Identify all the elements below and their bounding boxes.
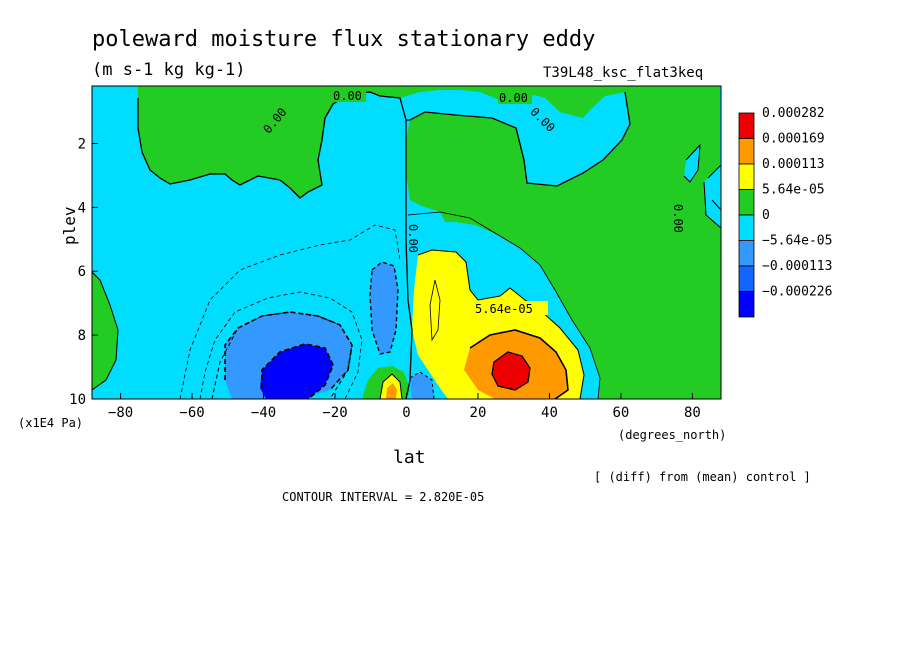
y-tick-label: 2 <box>78 136 86 152</box>
legend-label: −0.000226 <box>762 285 832 300</box>
contour-label: 0.00 <box>406 224 420 253</box>
x-tick-label: −80 <box>108 405 133 421</box>
legend-swatch <box>738 214 755 241</box>
x-axis: −80 −60 −40 −20 0 20 40 60 80 <box>108 393 701 421</box>
y-tick-label: 6 <box>78 264 86 280</box>
chart-units: (m s-1 kg kg-1) <box>92 60 246 80</box>
x-axis-label: lat <box>393 447 426 468</box>
legend-label: −0.000113 <box>762 259 832 274</box>
legend-swatch <box>738 291 755 318</box>
contour-label: 0.00 <box>499 91 528 105</box>
x-axis-units: (degrees_north) <box>618 428 726 442</box>
x-tick-label: 40 <box>541 405 558 421</box>
x-tick-label: 20 <box>470 405 487 421</box>
legend-label: 0.000169 <box>762 132 825 147</box>
region-negative-1-mid <box>370 262 398 354</box>
region-positive-equator-core <box>386 383 397 399</box>
contour-interval: CONTOUR INTERVAL = 2.820E-05 <box>282 490 484 504</box>
y-axis-units: (x1E4 Pa) <box>18 416 83 430</box>
chart-title: poleward moisture flux stationary eddy <box>92 27 595 52</box>
contour-lines <box>92 91 721 399</box>
x-tick-label: 60 <box>613 405 630 421</box>
x-tick-label: −40 <box>251 405 276 421</box>
legend-label: −5.64e-05 <box>762 234 832 249</box>
region-negative-1-equator <box>410 372 434 399</box>
legend-label: 0.000282 <box>762 106 825 121</box>
x-tick-label: −60 <box>179 405 204 421</box>
run-label: T39L48_ksc_flat3keq <box>543 65 703 81</box>
contour-label: 5.64e-05 <box>475 302 533 316</box>
region-positive-3 <box>492 352 530 390</box>
contour-label: 0.00 <box>333 89 362 103</box>
y-tick-label: 10 <box>69 392 86 408</box>
legend-swatch <box>738 163 755 190</box>
y-axis-label: plev <box>60 206 79 245</box>
legend-swatch <box>738 138 755 165</box>
region-positive-weak <box>138 86 721 399</box>
y-axis: 2 4 6 8 10 <box>69 136 98 408</box>
legend-swatch <box>738 112 755 139</box>
legend-swatch <box>738 189 755 216</box>
region-negative-2 <box>260 344 333 399</box>
y-tick-label: 4 <box>78 200 86 216</box>
footnote: [ (diff) from (mean) control ] <box>594 470 811 484</box>
plot-area: 0.00 0.00 0.00 0.00 0.00 0.00 5.64e-05 <box>91 85 722 400</box>
legend-label: 0 <box>762 208 770 223</box>
contour-label: 0.00 <box>671 204 685 233</box>
x-tick-label: 0 <box>402 405 410 421</box>
x-tick-label: −20 <box>322 405 347 421</box>
legend-swatch <box>738 240 755 267</box>
legend-swatch <box>738 265 755 292</box>
region-negative-weak-right <box>684 145 721 210</box>
legend-label: 5.64e-05 <box>762 183 825 198</box>
legend-label: 0.000113 <box>762 157 825 172</box>
y-tick-label: 8 <box>78 328 86 344</box>
legend: 0.000282 0.000169 0.000113 5.64e-05 0 −5.64e-… <box>738 106 832 318</box>
region-positive-weak-left <box>92 272 118 390</box>
x-tick-label: 80 <box>684 405 701 421</box>
